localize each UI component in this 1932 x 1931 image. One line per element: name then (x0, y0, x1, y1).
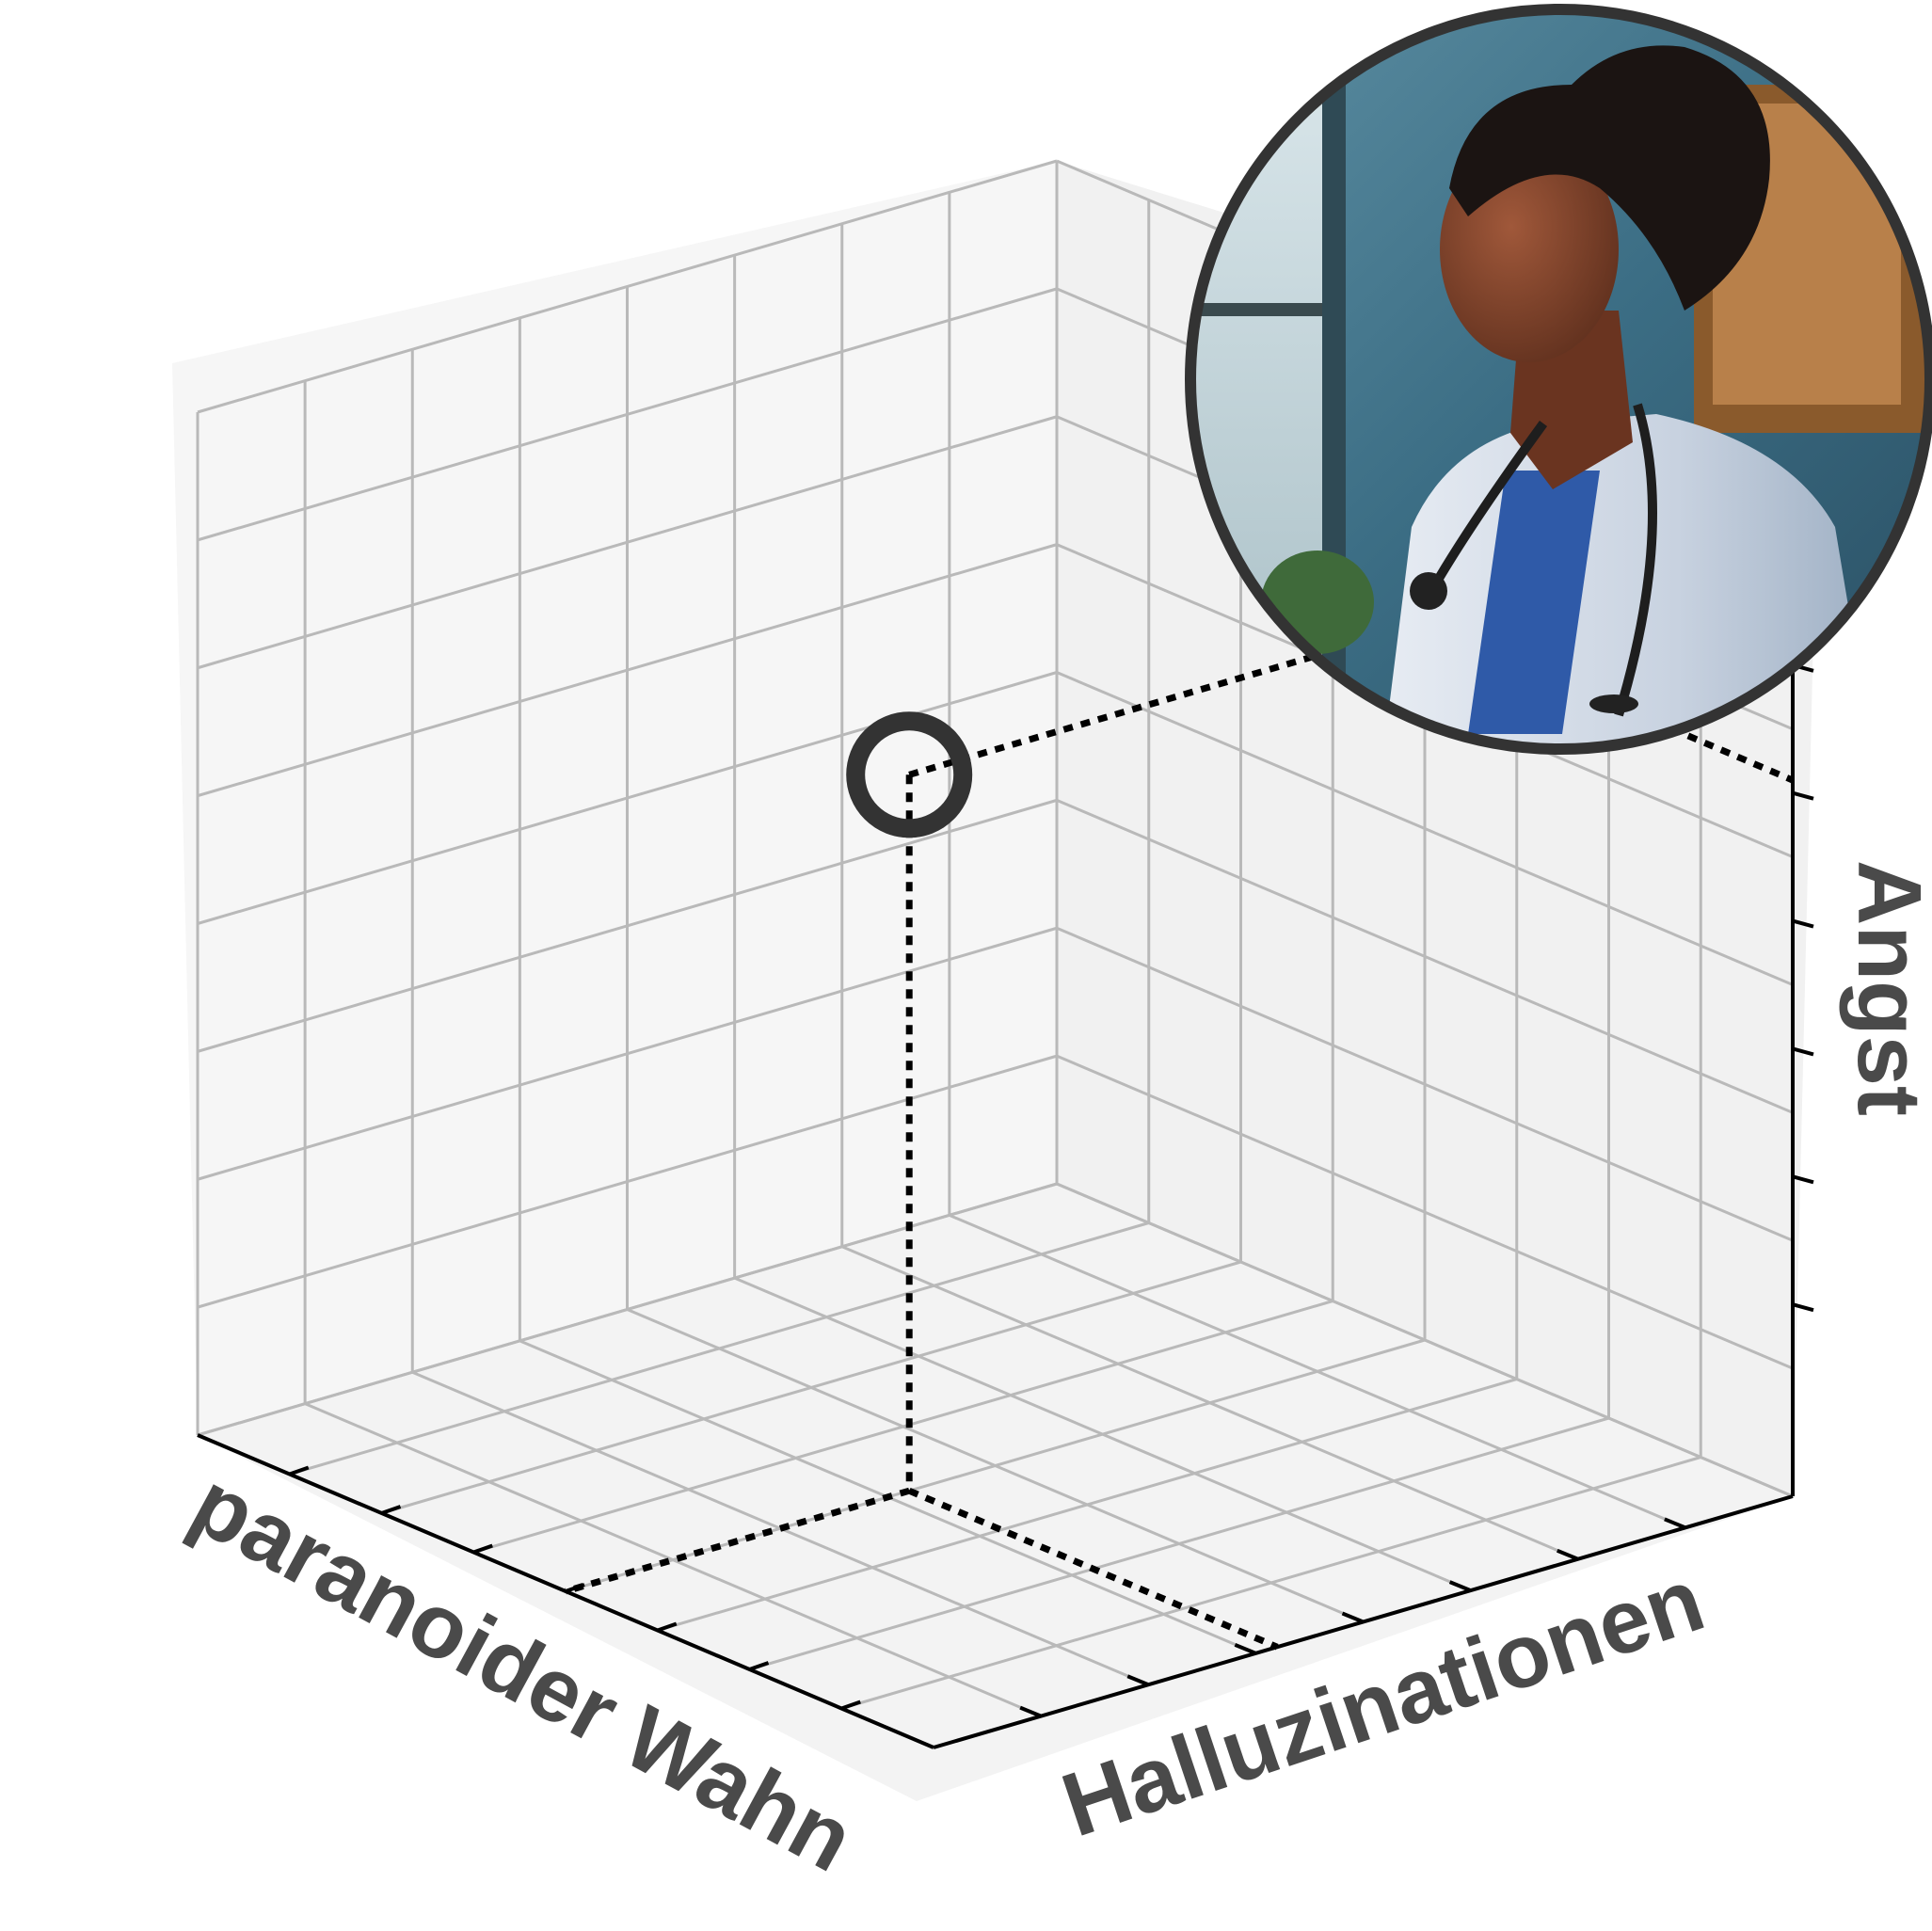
grid-line (197, 287, 1058, 542)
y-axis-tick (748, 1661, 770, 1671)
grid-line (197, 415, 1058, 670)
y-axis-tick (657, 1621, 678, 1633)
z-axis-tick (1792, 790, 1814, 801)
x-axis-tick (1664, 1517, 1686, 1530)
x-axis-tick (1341, 1611, 1365, 1624)
data-point-marker (846, 711, 973, 838)
z-axis-tick (1792, 1046, 1814, 1057)
y-axis-tick (840, 1700, 861, 1711)
grid-line (197, 159, 1058, 414)
x-axis-tick (1556, 1548, 1579, 1561)
x-axis-tick (1448, 1580, 1472, 1592)
grid-line (657, 1378, 1518, 1632)
y-axis-tick (472, 1543, 493, 1555)
y-axis-tick (289, 1465, 310, 1476)
z-axis-label: Angst (1839, 860, 1932, 1116)
x-axis-tick (1126, 1674, 1150, 1687)
left-wall-pane (172, 161, 1057, 1435)
data-markers (846, 711, 973, 838)
grid-line (197, 543, 1058, 798)
y-axis-tick (380, 1505, 402, 1515)
z-axis-tick (1792, 1174, 1814, 1185)
z-axis-tick (1792, 1302, 1814, 1313)
grid-line (749, 1416, 1609, 1671)
floor-pane (198, 1184, 1793, 1801)
grid-line (565, 1338, 1426, 1593)
projection-line-floor (907, 1487, 1279, 1651)
grid-line (304, 1402, 1042, 1718)
z-axis-tick (1792, 918, 1814, 929)
projection-line-floor (565, 1487, 911, 1595)
x-axis-tick (1019, 1705, 1042, 1718)
x-axis-tick (1234, 1643, 1257, 1655)
grid-line (1056, 671, 1794, 986)
grid-line (840, 1456, 1701, 1710)
inset-border (1185, 4, 1932, 755)
